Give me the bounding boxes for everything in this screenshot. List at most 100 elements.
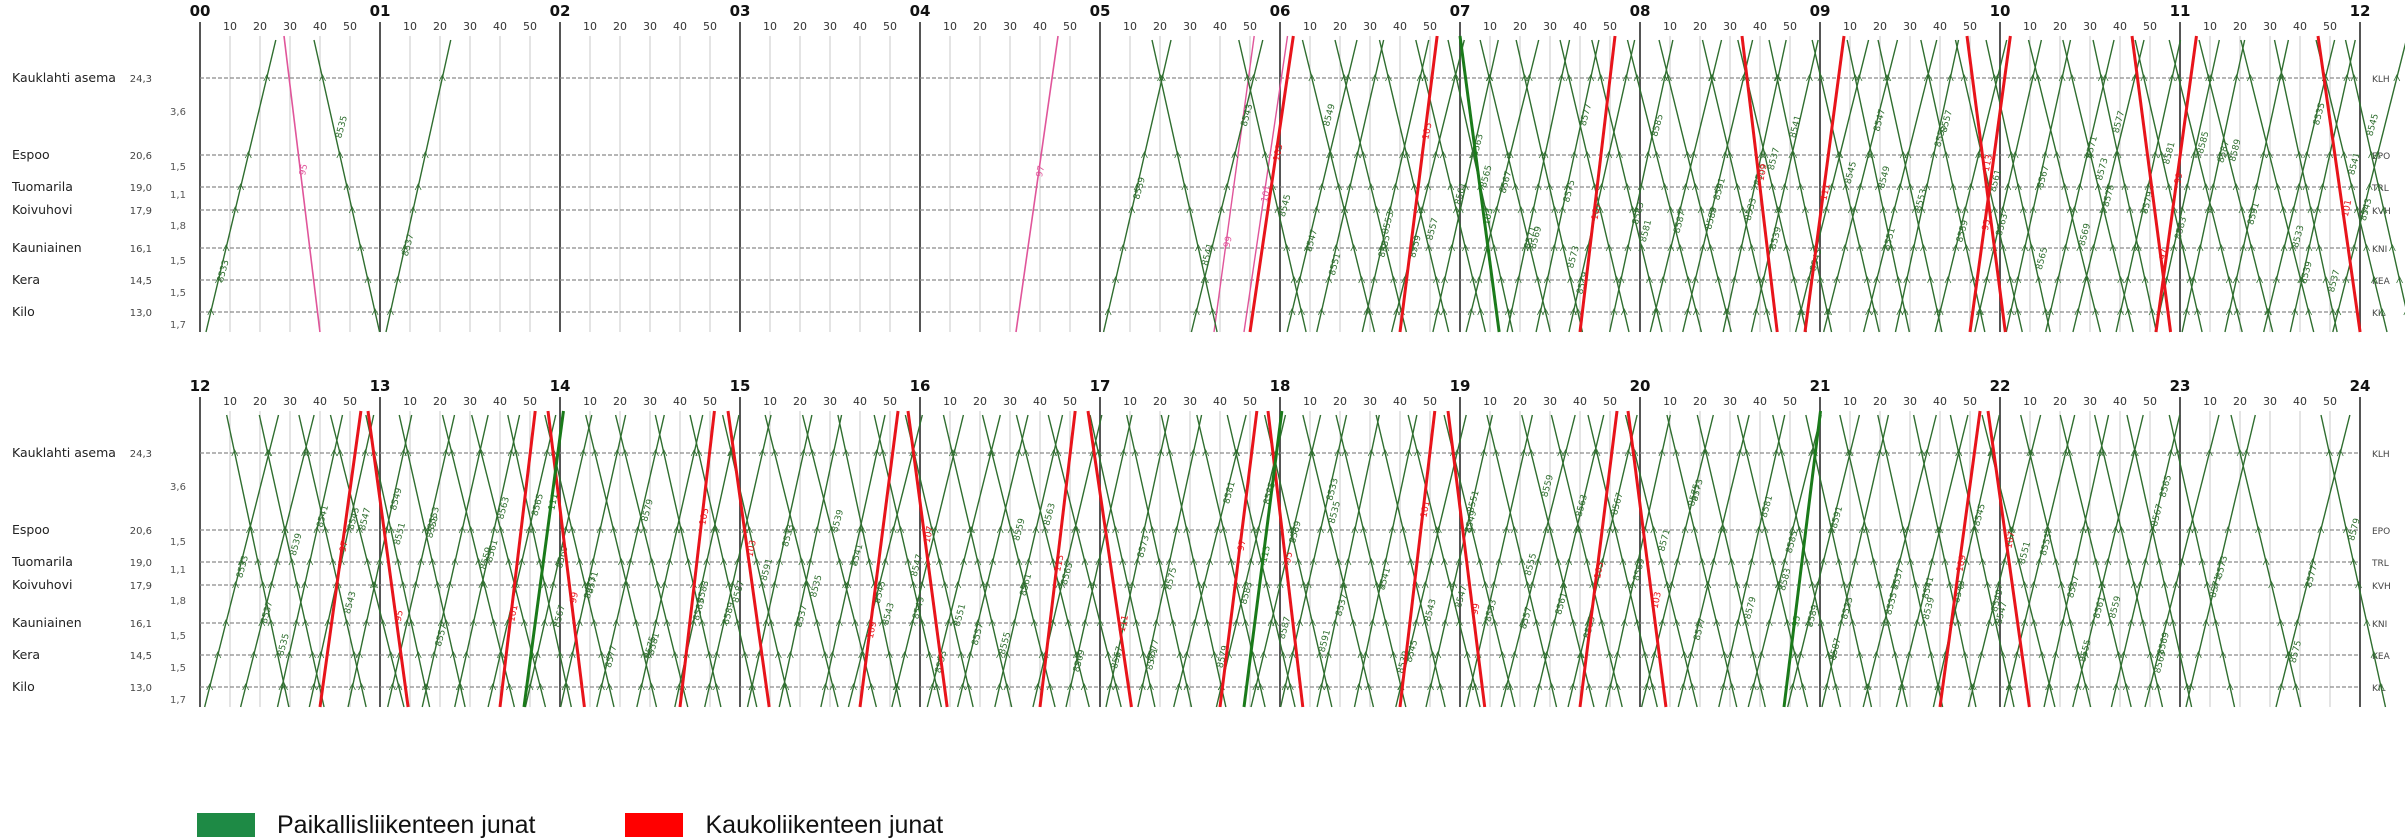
stop-marker [496, 651, 504, 659]
long-distance-train-line [1986, 410, 2031, 708]
stop-marker [1214, 526, 1221, 534]
minute-tick-label: 50 [1243, 20, 1257, 33]
stop-marker [2058, 581, 2065, 589]
stop-marker [1896, 308, 1904, 316]
stop-marker [1281, 683, 1289, 691]
stop-marker [2242, 449, 2250, 457]
stop-marker [813, 619, 821, 627]
train-number-label: 8559 [1955, 219, 1971, 244]
stop-marker [881, 558, 889, 566]
train-number-label: 8541 [1921, 576, 1937, 601]
stop-marker [698, 619, 706, 627]
minute-tick-label: 10 [223, 395, 237, 408]
stop-marker [1846, 449, 1854, 457]
minute-tick-label: 10 [1303, 395, 1317, 408]
local-train-line [994, 414, 1064, 708]
stop-marker [1570, 308, 1577, 316]
stop-marker [1681, 526, 1689, 534]
stop-marker [1942, 151, 1950, 159]
stop-marker [2219, 651, 2227, 659]
stop-marker [1456, 619, 1463, 627]
minute-tick-label: 10 [2023, 20, 2037, 33]
stop-marker [1941, 558, 1949, 566]
stop-marker [1104, 651, 1112, 659]
stop-marker [2114, 151, 2122, 159]
stop-marker [893, 683, 901, 691]
station-km: 20,6 [130, 526, 152, 537]
train-number-label: 8561 [2092, 595, 2108, 620]
stop-marker [2099, 206, 2106, 214]
stop-marker [1724, 308, 1731, 316]
stop-marker [1257, 683, 1264, 691]
stop-marker [1543, 276, 1551, 284]
stop-marker [1497, 276, 1505, 284]
hour-label: 09 [1810, 2, 1831, 20]
train-number-label: 95 [394, 609, 406, 622]
stop-marker [1521, 244, 1529, 252]
stop-marker [1823, 308, 1831, 316]
stop-marker [1875, 581, 1883, 589]
stop-marker [1888, 244, 1895, 252]
stop-marker [1790, 151, 1798, 159]
stop-marker [2248, 206, 2255, 214]
stop-marker [1944, 276, 1952, 284]
stop-marker [2303, 581, 2311, 589]
local-train-line [1877, 414, 1944, 708]
local-train-line [487, 414, 557, 708]
local-train-line [1353, 414, 1418, 708]
stop-marker [1385, 74, 1392, 82]
stop-marker [1728, 558, 1735, 566]
stop-marker [720, 619, 728, 627]
stop-marker [313, 526, 321, 534]
stop-marker [957, 651, 965, 659]
train-number-label: 8539 [2299, 260, 2315, 285]
stop-marker [1633, 74, 1641, 82]
stop-marker [214, 651, 222, 659]
stop-marker [2202, 619, 2210, 627]
train-number-label: 8543 [1423, 598, 1439, 623]
stop-marker [1847, 206, 1855, 214]
stop-marker [1391, 183, 1399, 191]
train-lines: 8533853585378539854185438545854785498551… [203, 410, 2387, 708]
train-number-label: 8551 [1466, 489, 1482, 514]
stop-marker [1525, 74, 1533, 82]
stop-marker [1658, 619, 1666, 627]
station-name: Kilo [12, 304, 35, 319]
minute-tick-label: 30 [1903, 395, 1917, 408]
stop-marker [2151, 151, 2159, 159]
stop-marker [1606, 526, 1614, 534]
train-number-label: 8551 [393, 522, 409, 547]
stop-marker [2329, 308, 2337, 316]
stop-marker [1534, 558, 1542, 566]
stop-marker [1969, 683, 1977, 691]
stop-marker [222, 244, 230, 252]
stop-marker [2368, 151, 2375, 159]
stop-marker [302, 619, 309, 627]
stop-marker [2268, 581, 2275, 589]
stop-marker [2194, 308, 2201, 316]
stop-marker [966, 526, 974, 534]
stop-marker [2226, 683, 2234, 691]
stop-marker [1095, 449, 1102, 457]
stop-marker [2233, 74, 2240, 82]
stop-marker [725, 581, 733, 589]
stop-marker [1334, 449, 1342, 457]
train-number-label: 8547 [910, 553, 926, 578]
stop-marker [1208, 244, 1216, 252]
stop-marker [371, 308, 379, 316]
stop-marker [2131, 244, 2138, 252]
local-train-line [2185, 414, 2256, 708]
stop-marker [2370, 651, 2378, 659]
stop-marker [1416, 74, 1424, 82]
local-train-line [614, 414, 689, 708]
stop-marker [1822, 206, 1830, 214]
stop-marker [2082, 276, 2089, 284]
stop-marker [879, 449, 887, 457]
stop-marker [1837, 619, 1845, 627]
stop-marker [387, 526, 395, 534]
stop-marker [684, 558, 692, 566]
local-train-line [1587, 414, 1658, 708]
train-number-label: 8543 [343, 590, 359, 615]
train-number-label: 111 [1819, 183, 1832, 202]
stop-marker [576, 558, 583, 566]
